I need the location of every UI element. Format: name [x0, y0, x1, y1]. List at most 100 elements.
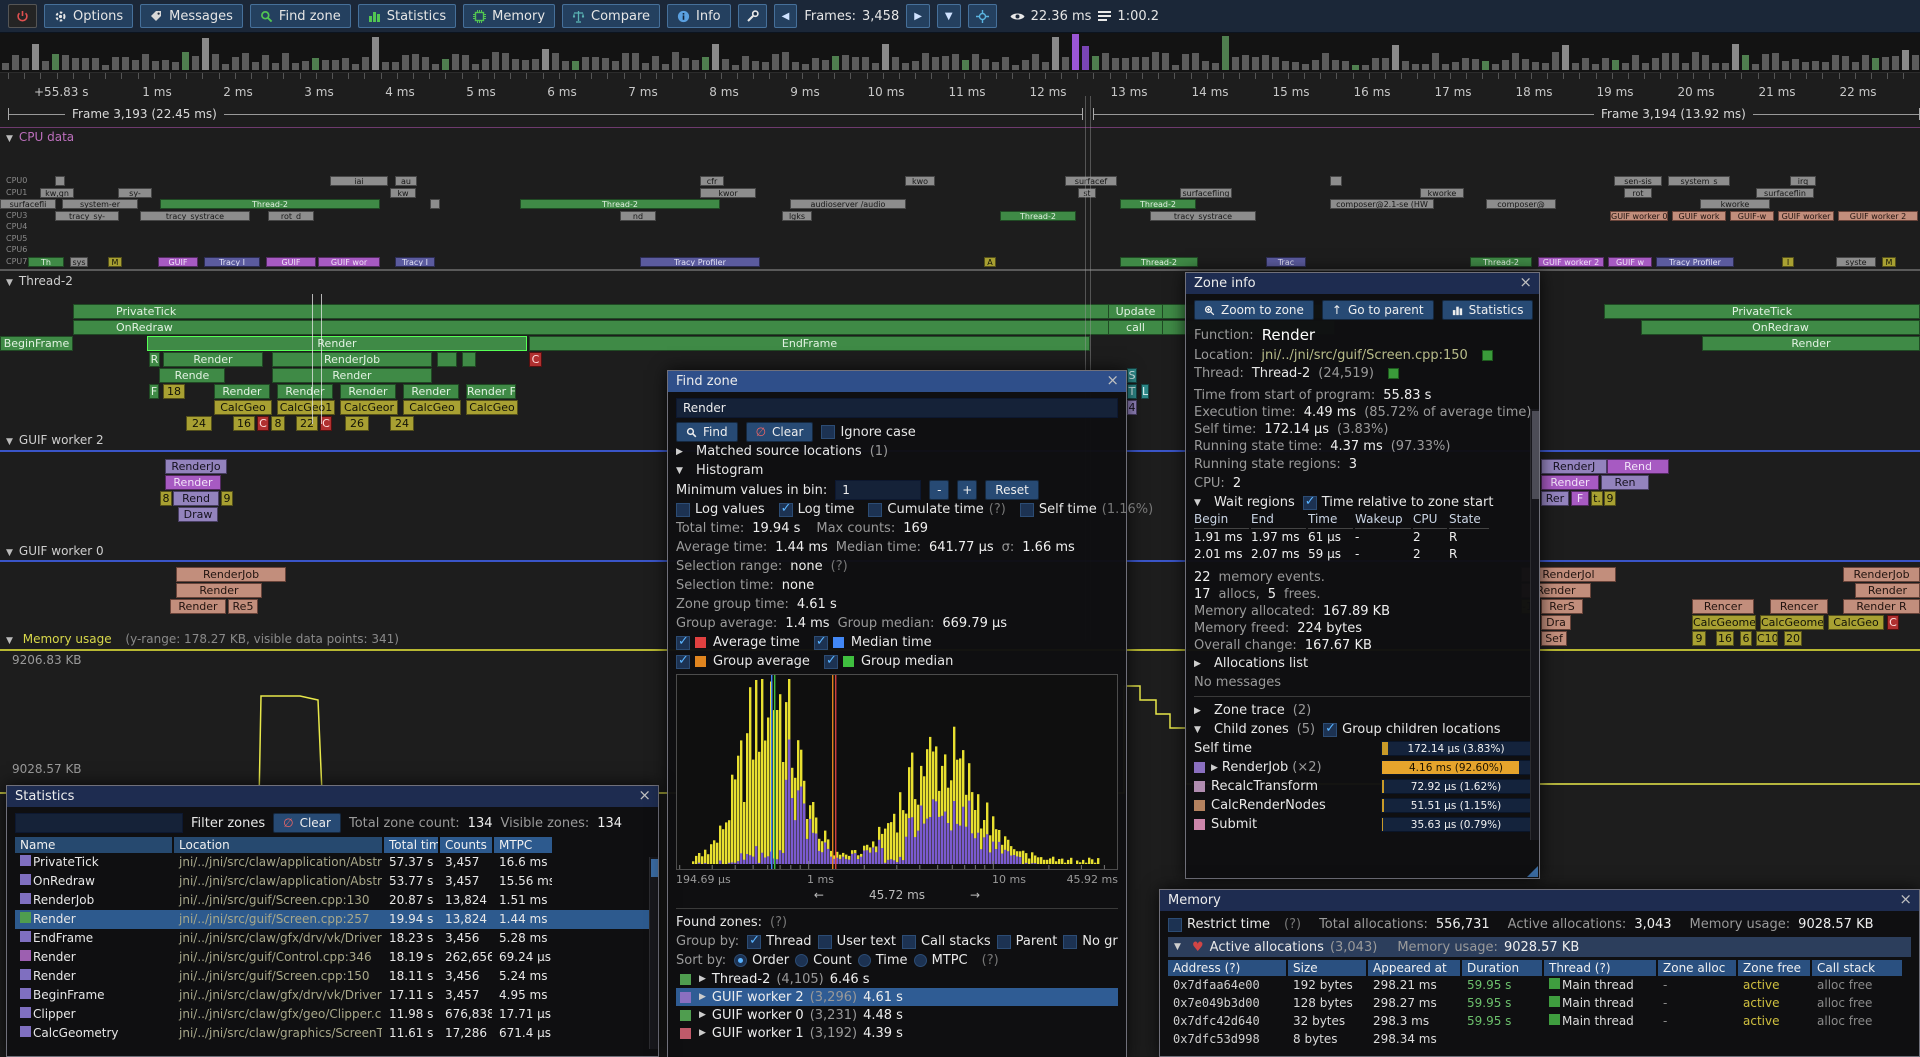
statistics-button[interactable]: Statistics: [357, 4, 457, 28]
cpu-segment[interactable]: A: [984, 256, 996, 267]
timeline-zone[interactable]: 8: [160, 491, 172, 506]
timeline-zone[interactable]: 24: [186, 416, 212, 431]
cpu-segment[interactable]: M: [1882, 256, 1896, 267]
prev-frame-button[interactable]: ◀: [773, 4, 798, 28]
timeline-zone[interactable]: Render: [1541, 475, 1599, 490]
cpu-segment[interactable]: tracy_systrace: [140, 210, 250, 221]
timeline-zone[interactable]: Render: [1855, 583, 1920, 598]
frame-dropdown-button[interactable]: ▼: [936, 4, 961, 28]
cpu-segment[interactable]: M: [108, 256, 122, 267]
active-allocations-header[interactable]: ▼ ♥ Active allocations (3,043) Memory us…: [1168, 937, 1911, 957]
cpu-segment[interactable]: [1330, 176, 1342, 186]
cpu-segment[interactable]: kwor: [700, 187, 756, 198]
cpu-segment[interactable]: audioserver /audio: [790, 199, 906, 209]
timeline-zone[interactable]: Render: [170, 599, 226, 614]
timeline-zone[interactable]: C: [529, 352, 542, 367]
timeline-zone[interactable]: Render: [214, 384, 270, 399]
histogram-option-checkbox[interactable]: Log time: [778, 501, 854, 517]
memory-column-header[interactable]: Size: [1288, 960, 1366, 976]
timeline-zone[interactable]: OnRedraw: [1641, 320, 1920, 335]
cpu-segment[interactable]: Th: [28, 256, 64, 267]
filter-zones-input[interactable]: [15, 813, 183, 833]
found-zone-group[interactable]: ▶ GUIF worker 0 (3,231) 4.48 s: [676, 1006, 1118, 1024]
timeline-zone[interactable]: CalcGeome: [1692, 615, 1756, 630]
timeline-zone[interactable]: Render F: [466, 384, 516, 399]
timeline-zone[interactable]: CalcGeo: [214, 400, 272, 415]
stats-column-header[interactable]: Counts: [440, 837, 492, 853]
timeline-zone[interactable]: T: [1127, 384, 1137, 399]
timeline-zone[interactable]: CalcGeor: [340, 400, 398, 415]
timeline-zone[interactable]: [462, 352, 476, 367]
timeline-zone[interactable]: Render: [147, 336, 527, 351]
cpu-segment[interactable]: GUIF worker 2: [1538, 256, 1604, 267]
go-to-parent-button[interactable]: ↑ Go to parent: [1321, 300, 1434, 320]
sort-by-option[interactable]: Time: [857, 953, 908, 968]
cpu-segment[interactable]: kw,gn: [40, 187, 74, 198]
cpu-segment[interactable]: Thread-2: [1470, 256, 1532, 267]
cpu-segment[interactable]: Tracy Profiler: [640, 256, 760, 267]
stats-column-header[interactable]: Name: [15, 837, 172, 853]
frame-bracket[interactable]: Frame 3,193 (22.45 ms): [8, 108, 1083, 121]
memory-column-header[interactable]: Call stack: [1812, 960, 1902, 976]
zone-info-scrollbar[interactable]: [1530, 409, 1539, 840]
cpu-segment[interactable]: rot_d: [268, 210, 314, 221]
group-by-option[interactable]: Thread: [747, 934, 812, 949]
timeline-zone[interactable]: F: [1571, 491, 1589, 506]
cpu-segment[interactable]: GUIF worker 2: [1838, 210, 1918, 221]
histogram-option-checkbox[interactable]: Log values: [676, 502, 765, 517]
reset-button[interactable]: Reset: [985, 480, 1039, 500]
time-relative-checkbox[interactable]: Time relative to zone start: [1302, 494, 1493, 510]
group-by-option[interactable]: No grouping: [1063, 934, 1118, 949]
thread-header[interactable]: ▼ GUIF worker 0: [6, 544, 104, 558]
frame-brackets[interactable]: Frame 3,193 (22.45 ms) Frame 3,194 (13.9…: [0, 106, 1920, 124]
allocations-list-header[interactable]: ▶ Allocations list: [1194, 654, 1531, 673]
statistics-button[interactable]: Statistics: [1441, 300, 1534, 320]
min-bin-input[interactable]: [835, 480, 922, 500]
stats-table-row[interactable]: EndFrame jni/../jni/src/claw/gfx/drv/vk/D…: [15, 929, 650, 948]
tools-button[interactable]: [737, 4, 767, 28]
cpu-segment[interactable]: GUIF-w: [1730, 210, 1774, 221]
timeline-zone[interactable]: 8: [271, 416, 285, 431]
close-icon[interactable]: ×: [1106, 371, 1119, 389]
cpu-segment[interactable]: kw: [390, 187, 416, 198]
find-button[interactable]: Find: [676, 422, 738, 442]
timeline-zone[interactable]: 9: [221, 491, 233, 506]
timeline-zone[interactable]: Render: [403, 384, 459, 399]
timeline-zone[interactable]: C: [320, 416, 332, 431]
close-icon[interactable]: ×: [1899, 890, 1912, 908]
child-zone-row[interactable]: Self time 172.14 μs (3.83%): [1194, 739, 1531, 758]
timeline-zone[interactable]: C: [257, 416, 269, 431]
timeline-zone[interactable]: Render: [176, 583, 262, 598]
wait-column-header[interactable]: Time: [1308, 512, 1353, 529]
histogram-option-checkbox[interactable]: Self time (1.16%): [1019, 502, 1153, 517]
close-icon[interactable]: ×: [638, 786, 651, 804]
timeline-zone[interactable]: Render: [272, 368, 432, 383]
memory-table-row[interactable]: 0x7dfc53d998 8 bytes 298.34 ms: [1173, 1032, 1437, 1046]
compare-button[interactable]: Compare: [562, 4, 661, 28]
statistics-titlebar[interactable]: Statistics ×: [7, 786, 658, 807]
timeline-zone[interactable]: 18: [163, 384, 185, 399]
timeline-zone[interactable]: EndFrame: [529, 336, 1090, 351]
timeline-zone[interactable]: t.: [1591, 491, 1603, 506]
options-button[interactable]: Options: [44, 4, 134, 28]
timeline-zone[interactable]: Rer: [1541, 491, 1569, 506]
time-ruler[interactable]: +55.83 s 1 ms 2 ms 3 ms 4 ms 5 ms 6 ms 7 ms 8 m…: [0, 73, 1920, 106]
cpu-segment[interactable]: st: [1078, 187, 1096, 198]
timeline-zone[interactable]: Rende: [159, 368, 225, 383]
stats-table-row[interactable]: BeginFrame jni/../jni/src/claw/gfx/drv/vk…: [15, 986, 650, 1005]
frame-overview-strip[interactable]: [0, 33, 1920, 73]
timeline-zone[interactable]: RerS: [1541, 599, 1583, 614]
find-zone-histogram[interactable]: [676, 674, 1118, 870]
timeline-zone[interactable]: OnRedraw: [73, 320, 1335, 335]
timeline-zone[interactable]: L: [1141, 384, 1149, 399]
legend-checkbox[interactable]: Median time: [813, 634, 932, 650]
cpu-segment[interactable]: kworke: [1700, 199, 1770, 209]
resize-grip[interactable]: [1527, 866, 1538, 877]
child-zones-header[interactable]: ▼ Child zones (5) Group children locatio…: [1194, 720, 1531, 739]
timeline-zone[interactable]: 22: [296, 416, 318, 431]
cpu-segment[interactable]: tracy_sy-: [55, 210, 119, 221]
wait-column-header[interactable]: Begin: [1194, 512, 1249, 529]
cpu-segment[interactable]: system_s: [1668, 176, 1730, 186]
cpu-segment[interactable]: Thread-2: [1120, 199, 1196, 209]
